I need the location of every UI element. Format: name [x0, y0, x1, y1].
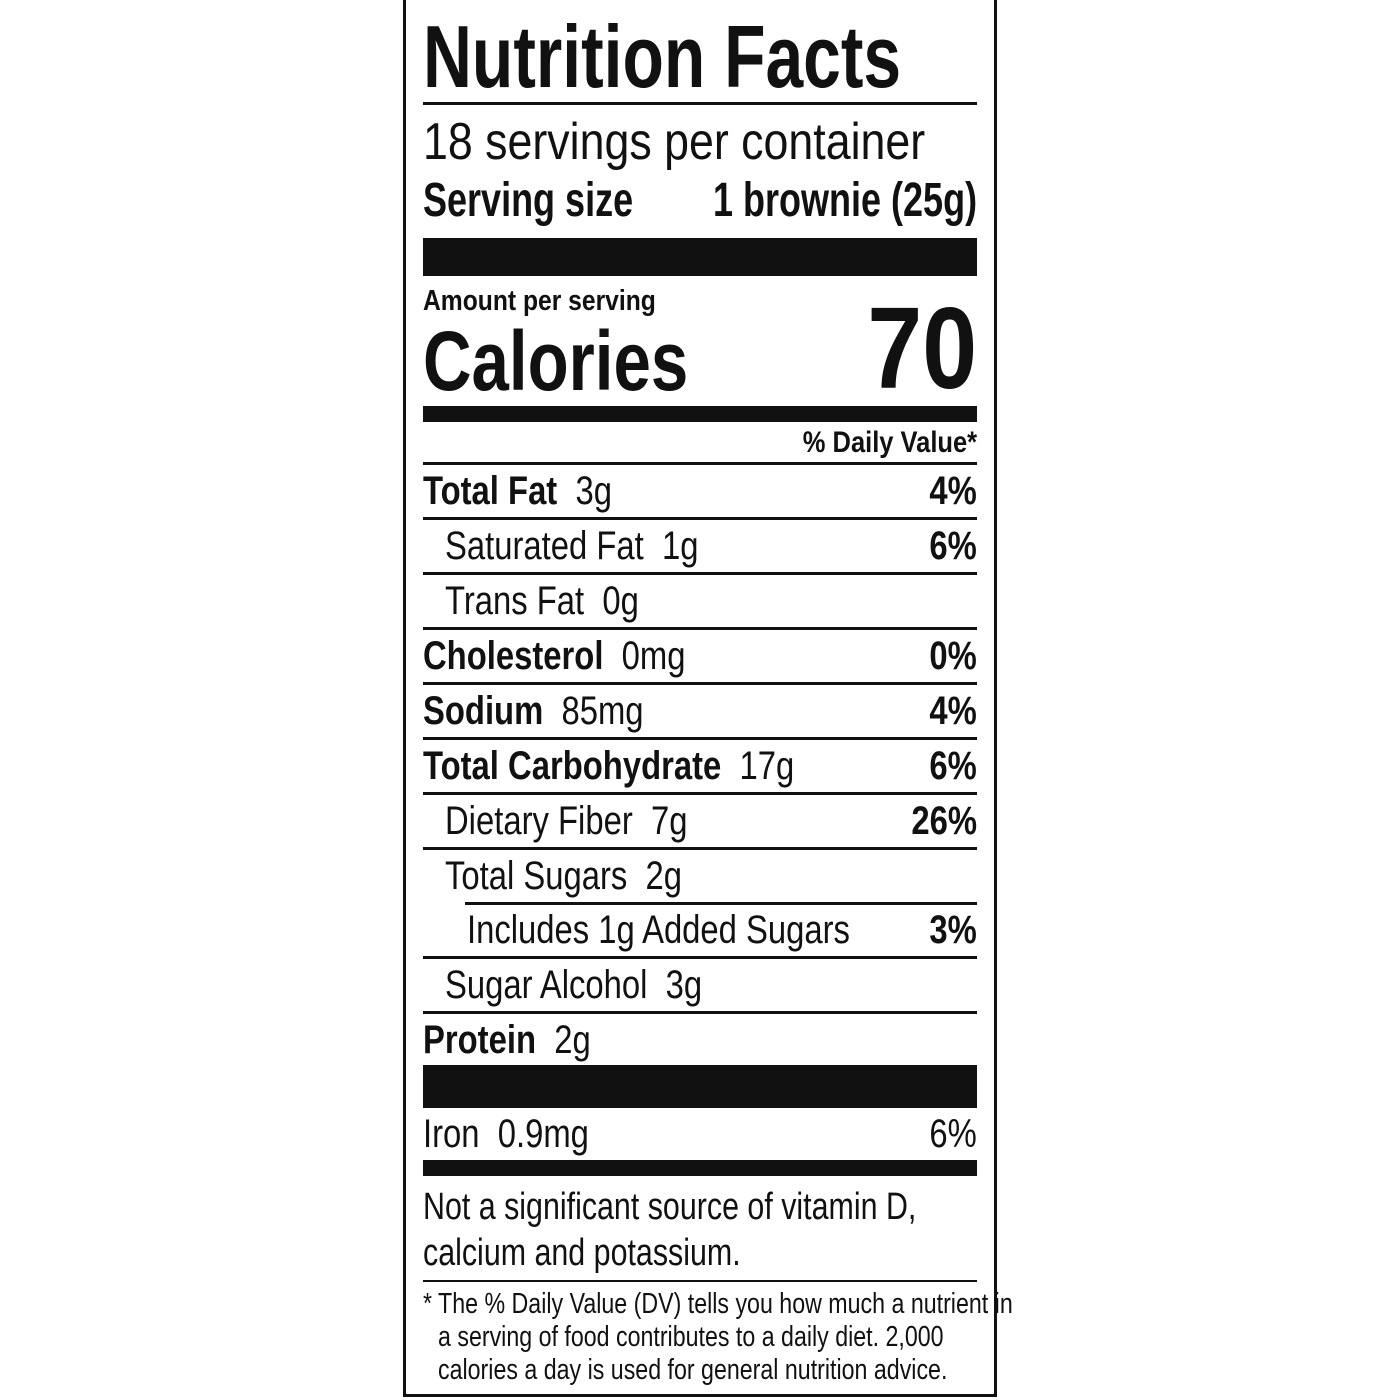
nutrient-dv: 4% [929, 689, 977, 733]
footnote-line-3: calories a day is used for general nutri… [438, 1354, 948, 1386]
nutrient-row-total-sugars: Total Sugars 2g [423, 849, 977, 905]
medium-divider [423, 1160, 977, 1176]
divider [423, 102, 977, 105]
nutrient-name: Cholesterol [423, 634, 604, 678]
nutrition-facts-label: Nutrition Facts 18 servings per containe… [403, 0, 1013, 1397]
nutrient-dv: 0% [929, 634, 977, 678]
divider [423, 462, 977, 465]
nutrient-dv: 3% [929, 908, 977, 952]
serving-size-value: 1 brownie (25g) [712, 174, 977, 227]
thick-divider [423, 238, 977, 276]
nutrient-amount: 2g [645, 854, 683, 898]
nutrient-name: Sodium [423, 689, 544, 733]
calories-label: Calories [423, 314, 689, 408]
nutrient-row-trans-fat: Trans Fat 0g [423, 574, 977, 630]
nutrient-name: Protein [423, 1018, 536, 1062]
serving-size-label: Serving size [423, 174, 634, 227]
nutrient-row-total-carbohydrate: Total Carbohydrate 17g 6% [423, 739, 977, 795]
nutrient-row-iron: Iron 0.9mg 6% [423, 1108, 977, 1160]
nutrient-dv: 6% [929, 1112, 977, 1156]
nutrient-amount: 0.9mg [497, 1112, 589, 1156]
divider [423, 1280, 977, 1282]
nutrient-amount: 1g [661, 524, 699, 568]
footnote-line-1: * The % Daily Value (DV) tells you how m… [423, 1288, 1013, 1320]
nutrient-amount: 3g [575, 469, 612, 513]
nutrient-amount: 3g [665, 963, 703, 1007]
not-significant-line-1: Not a significant source of vitamin D, [423, 1186, 917, 1228]
daily-value-header: % Daily Value* [802, 426, 977, 459]
nutrient-name: Dietary Fiber [445, 799, 633, 843]
nutrient-row-dietary-fiber: Dietary Fiber 7g 26% [423, 794, 977, 850]
nutrient-dv: 6% [929, 524, 977, 568]
nutrient-row-cholesterol: Cholesterol 0mg 0% [423, 629, 977, 685]
nutrient-name: Total Sugars [445, 854, 628, 898]
nutrient-name: Total Fat [423, 469, 558, 513]
nutrient-name: Iron [423, 1112, 480, 1156]
nutrient-row-saturated-fat: Saturated Fat 1g 6% [423, 519, 977, 575]
nutrient-amount: 0mg [621, 634, 686, 678]
nutrient-row-added-sugars: Includes 1g Added Sugars 3% [423, 903, 977, 959]
nutrient-amount: 0g [602, 579, 639, 623]
nutrient-name: Includes 1g Added Sugars [467, 908, 850, 952]
calories-value: 70 [867, 283, 977, 413]
thick-divider [423, 1065, 977, 1108]
footnote-line-2: a serving of food contributes to a daily… [438, 1321, 944, 1353]
nutrient-row-total-fat: Total Fat 3g 4% [423, 464, 977, 520]
not-significant-line-2: calcium and potassium. [423, 1232, 741, 1274]
nutrient-amount: 85mg [561, 689, 644, 733]
nutrient-row-sodium: Sodium 85mg 4% [423, 684, 977, 740]
nutrient-row-protein: Protein 2g [423, 1013, 977, 1068]
nutrient-amount: 7g [650, 799, 688, 843]
nutrient-amount: 2g [554, 1018, 591, 1062]
nutrient-dv: 6% [929, 744, 977, 788]
servings-per-container: 18 servings per container [423, 113, 926, 171]
nutrient-row-sugar-alcohol: Sugar Alcohol 3g [423, 958, 977, 1014]
nutrient-dv: 4% [929, 469, 977, 513]
nutrient-name: Saturated Fat [445, 524, 644, 568]
nutrient-amount: 17g [739, 744, 795, 788]
medium-divider [423, 406, 977, 422]
nutrient-dv: 26% [911, 799, 977, 843]
nutrient-name: Total Carbohydrate [423, 744, 722, 788]
nutrient-name: Trans Fat [445, 579, 585, 623]
amount-per-serving: Amount per serving [423, 285, 656, 317]
nutrient-name: Sugar Alcohol [445, 963, 648, 1007]
title: Nutrition Facts [423, 7, 902, 106]
